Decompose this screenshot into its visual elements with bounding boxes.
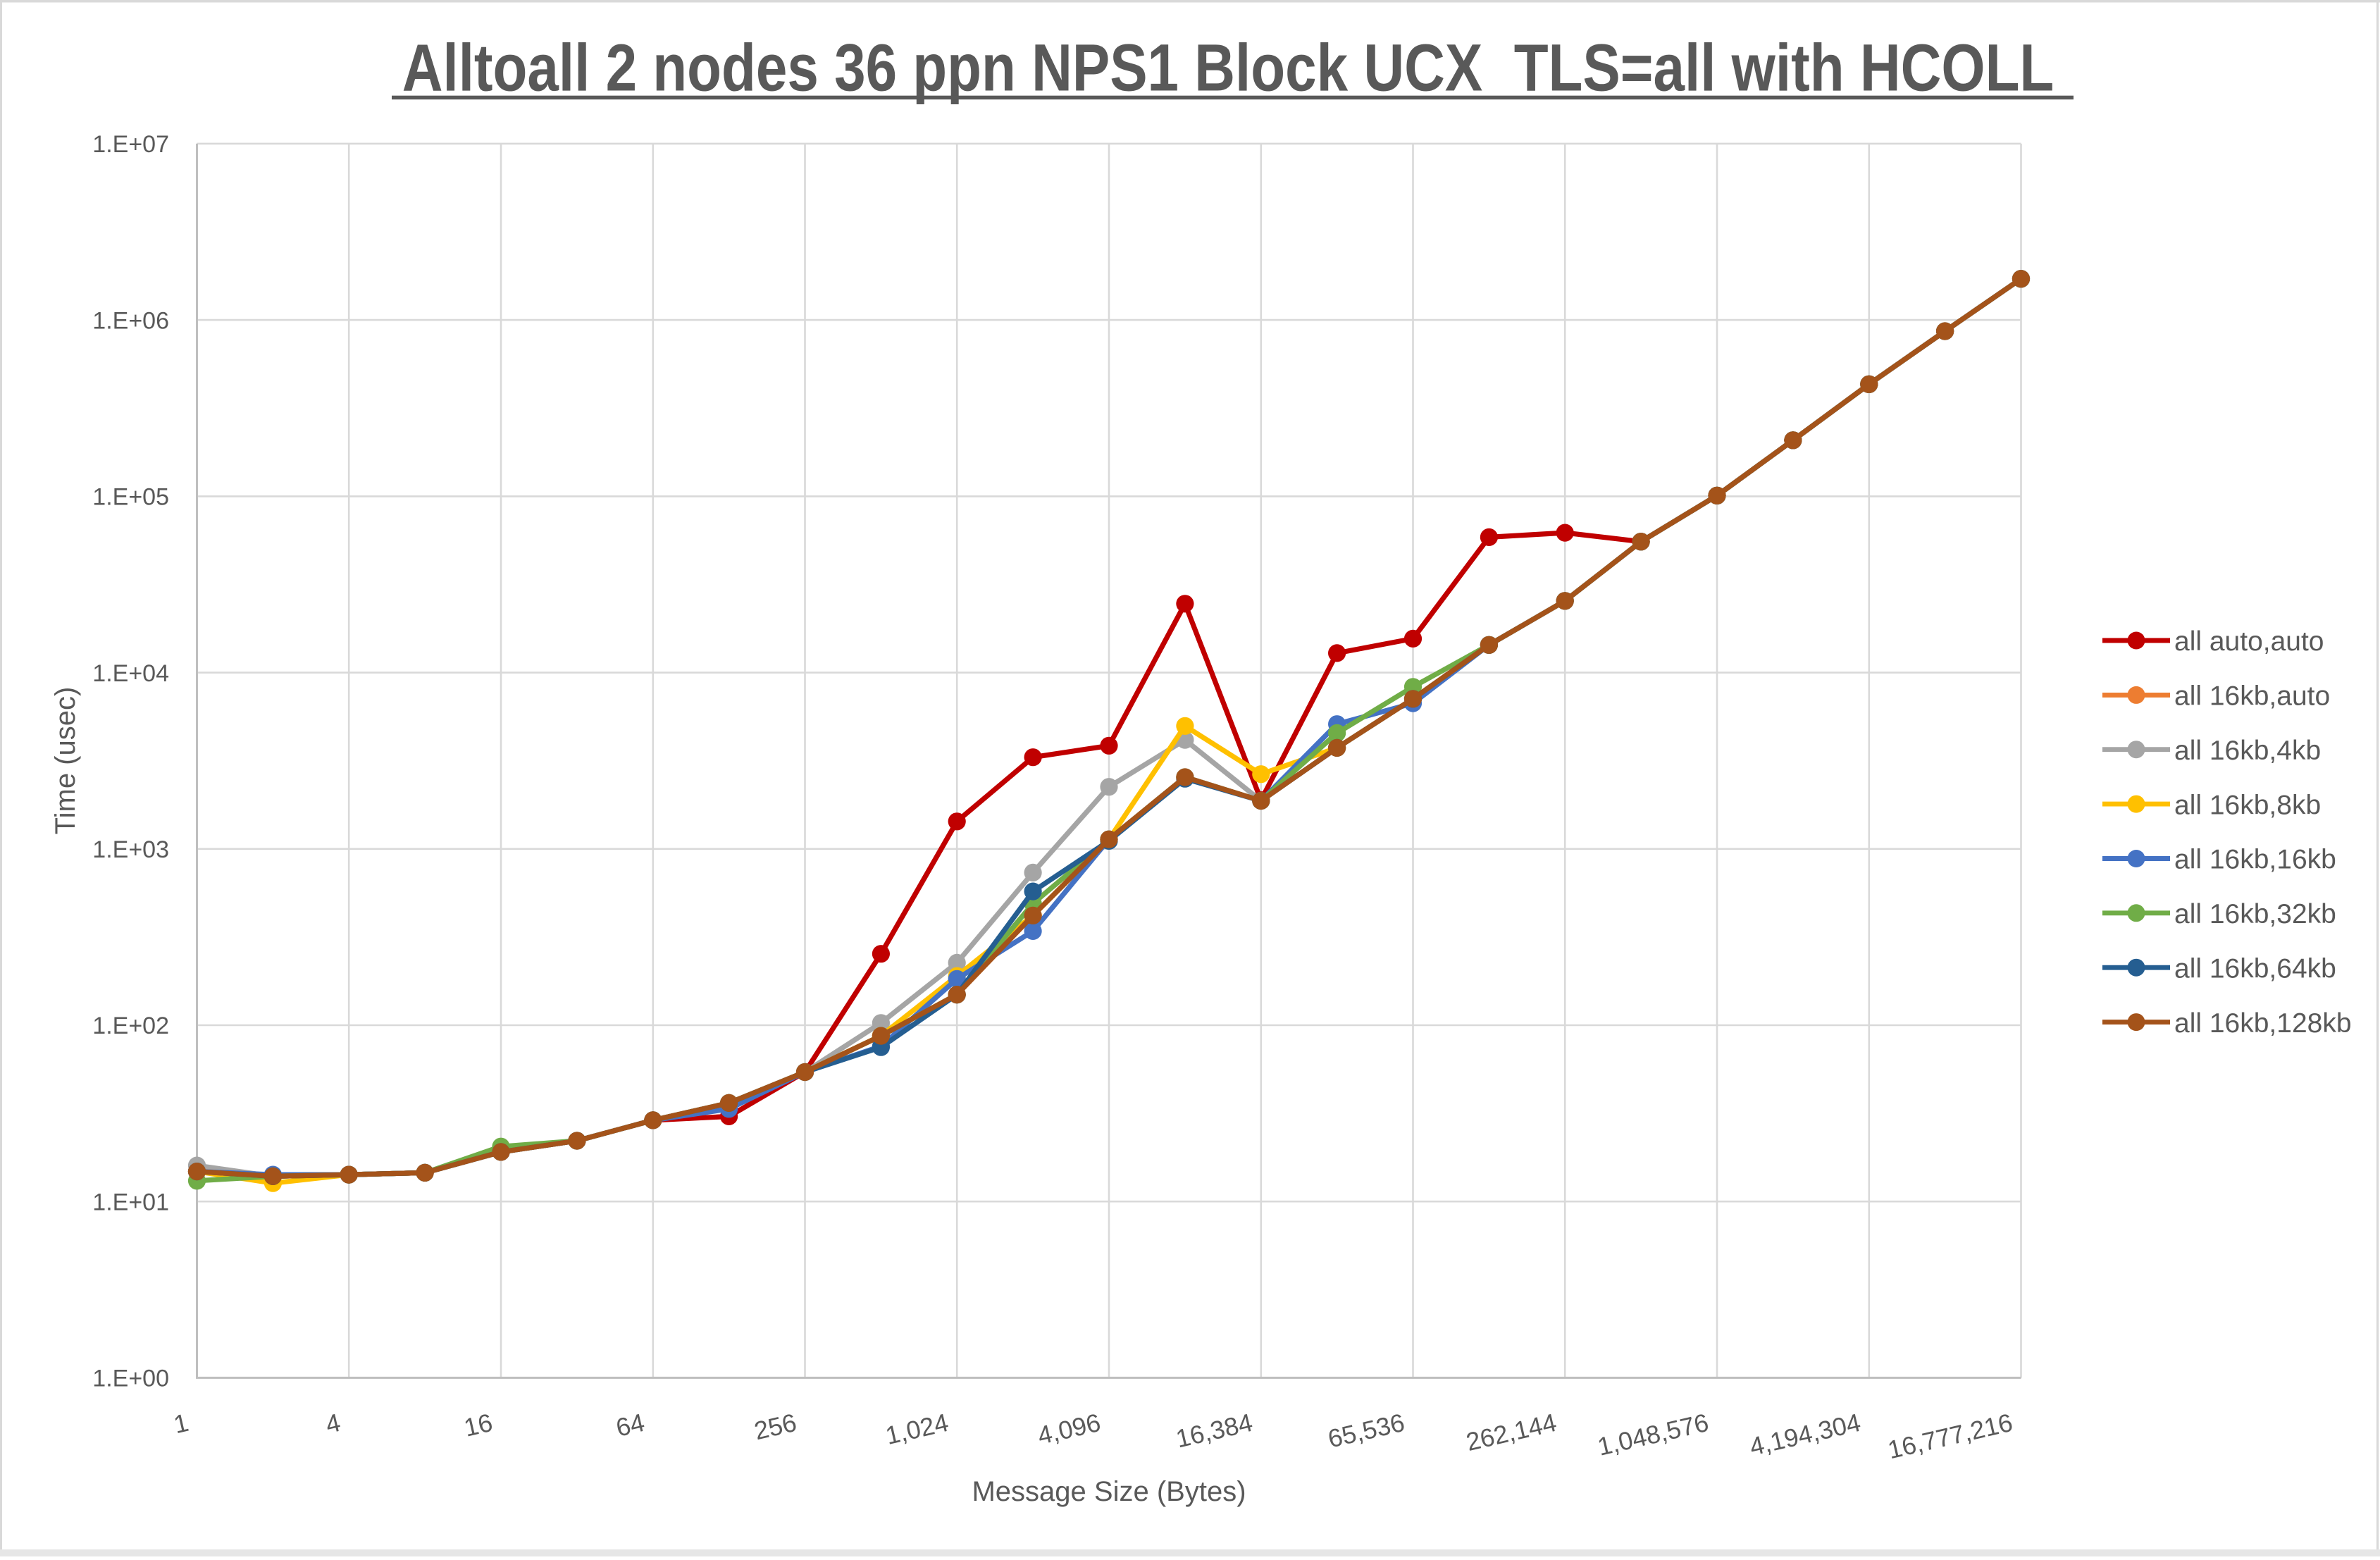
svg-text:all 16kb,16kb: all 16kb,16kb: [2174, 845, 2336, 875]
svg-text:all 16kb,auto: all 16kb,auto: [2174, 681, 2330, 712]
svg-text:1.E+00: 1.E+00: [92, 1366, 169, 1392]
svg-text:all auto,auto: all auto,auto: [2174, 626, 2324, 657]
svg-text:Time (usec): Time (usec): [50, 687, 81, 835]
svg-text:1.E+06: 1.E+06: [92, 307, 169, 334]
svg-text:Message Size (Bytes): Message Size (Bytes): [972, 1476, 1246, 1507]
svg-text:1.E+07: 1.E+07: [92, 131, 169, 158]
svg-text:all 16kb,4kb: all 16kb,4kb: [2174, 736, 2321, 766]
svg-text:1.E+01: 1.E+01: [92, 1189, 169, 1215]
svg-text:1.E+05: 1.E+05: [92, 484, 169, 511]
svg-text:all 16kb,128kb: all 16kb,128kb: [2174, 1008, 2352, 1039]
svg-text:1.E+04: 1.E+04: [92, 660, 169, 687]
svg-text:Alltoall 2 nodes 36 ppn NPS1 B: Alltoall 2 nodes 36 ppn NPS1 Block UCX_T…: [402, 30, 2054, 105]
svg-text:all 16kb,8kb: all 16kb,8kb: [2174, 790, 2321, 820]
svg-text:16: 16: [461, 1408, 495, 1442]
svg-text:64: 64: [613, 1408, 647, 1442]
svg-text:all 16kb,32kb: all 16kb,32kb: [2174, 899, 2336, 929]
svg-text:1.E+03: 1.E+03: [92, 836, 169, 863]
svg-text:all 16kb,64kb: all 16kb,64kb: [2174, 953, 2336, 984]
svg-text:1.E+02: 1.E+02: [92, 1013, 169, 1039]
